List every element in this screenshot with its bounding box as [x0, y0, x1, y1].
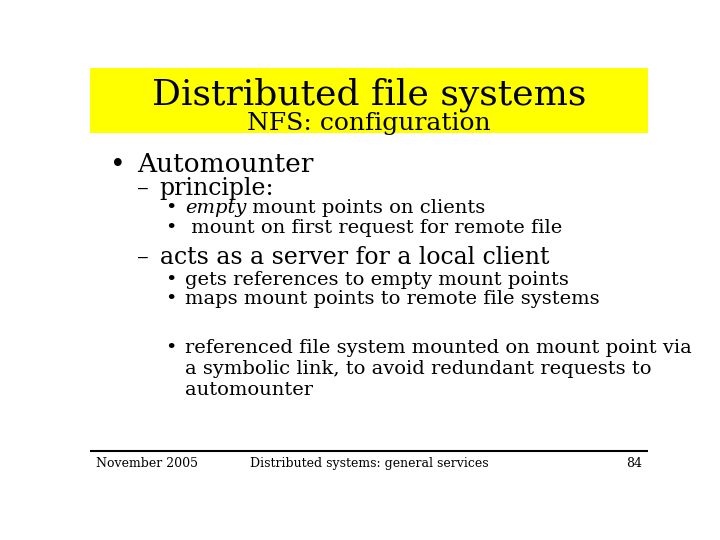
Text: •: • — [166, 271, 176, 288]
Text: •: • — [166, 199, 176, 217]
Text: •: • — [109, 152, 125, 177]
Text: mount on first request for remote file: mount on first request for remote file — [185, 219, 562, 237]
Text: –: – — [138, 177, 149, 200]
Text: •: • — [166, 219, 176, 237]
Text: •: • — [166, 290, 176, 308]
Text: 84: 84 — [626, 457, 642, 470]
Text: principle:: principle: — [160, 177, 274, 200]
Text: November 2005: November 2005 — [96, 457, 197, 470]
Text: empty: empty — [185, 199, 246, 217]
Text: Distributed file systems: Distributed file systems — [152, 78, 586, 112]
Text: –: – — [138, 246, 149, 269]
Text: mount points on clients: mount points on clients — [246, 199, 485, 217]
Text: Automounter: Automounter — [138, 152, 314, 177]
FancyBboxPatch shape — [90, 68, 648, 133]
Text: •: • — [166, 339, 176, 357]
Text: referenced file system mounted on mount point via
a symbolic link, to avoid redu: referenced file system mounted on mount … — [185, 339, 692, 399]
Text: acts as a server for a local client: acts as a server for a local client — [160, 246, 549, 269]
Text: gets references to empty mount points: gets references to empty mount points — [185, 271, 569, 288]
Text: NFS: configuration: NFS: configuration — [247, 112, 491, 136]
Text: Distributed systems: general services: Distributed systems: general services — [250, 457, 488, 470]
Text: maps mount points to remote file systems: maps mount points to remote file systems — [185, 290, 600, 308]
